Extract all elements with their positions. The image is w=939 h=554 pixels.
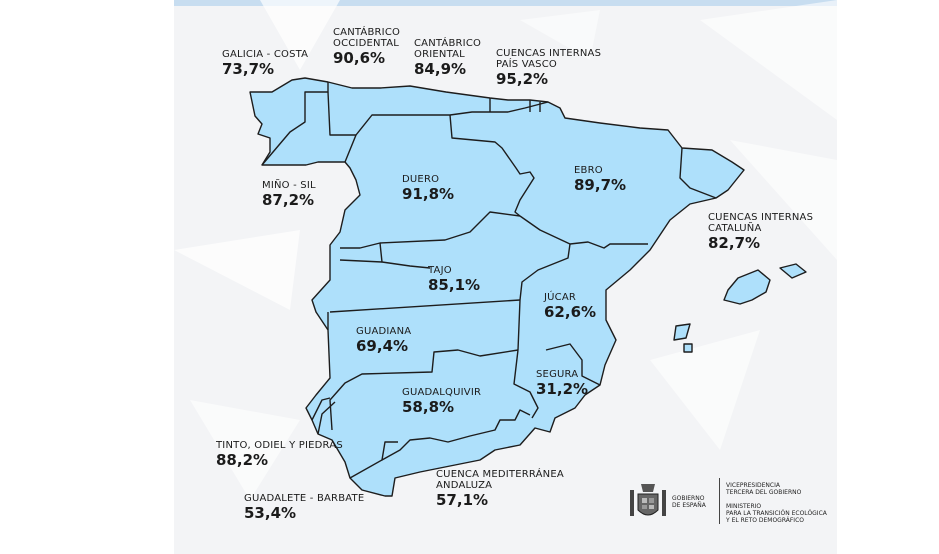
basin-label-pais-vasco: CUENCAS INTERNAS PAÍS VASCO 95,2% [496,48,601,88]
basin-name: CANTÁBRICO ORIENTAL [414,38,482,60]
basin-label-segura: SEGURA 31,2% [536,369,588,398]
basin-value: 88,2% [216,451,269,469]
basin-value: 91,8% [402,185,455,203]
basin-name: CANTÁBRICO OCCIDENTAL [333,27,401,49]
basin-label-mino-sil: MIÑO - SIL 87,2% [262,180,316,209]
basin-label-guadalete-barbate: GUADALETE - BARBATE 53,4% [244,493,364,522]
basin-name: DUERO [402,174,440,185]
basin-name: SEGURA [536,369,579,380]
basin-label-ebro: EBRO 89,7% [574,165,626,194]
basin-value: 89,7% [574,176,627,194]
balearic-ibiza [673,323,691,341]
basin-label-jucar: JÚCAR 62,6% [544,292,596,321]
basin-value: 73,7% [222,60,275,78]
basin-value: 87,2% [262,191,315,209]
basin-label-cantabrico-oriental: CANTÁBRICO ORIENTAL 84,9% [414,38,481,78]
basin-label-guadiana: GUADIANA 69,4% [356,326,411,355]
top-accent-bar [174,0,837,6]
basin-value: 31,2% [536,380,589,398]
basin-name: CUENCAS INTERNAS PAÍS VASCO [496,48,602,70]
basin-name: MIÑO - SIL [262,180,316,191]
basin-name: CUENCAS INTERNAS CATALUÑA [708,212,814,234]
basin-label-guadalquivir: GUADALQUIVIR 58,8% [402,387,481,416]
basin-name: TINTO, ODIEL Y PIEDRAS [216,440,343,451]
basin-name: CUENCA MEDITERRÁNEA ANDALUZA [436,469,564,491]
basin-value: 62,6% [544,303,597,321]
basin-value: 85,1% [428,276,481,294]
logo-gobierno-text: GOBIERNO DE ESPAÑA [672,495,706,509]
basin-label-cantabrico-occidental: CANTÁBRICO OCCIDENTAL 90,6% [333,27,400,67]
government-logo: GOBIERNO DE ESPAÑA VICEPRESIDENCIA TERCE… [628,478,828,526]
basin-value: 95,2% [496,70,549,88]
basin-name: EBRO [574,165,603,176]
balearic-formentera [683,343,693,353]
basin-value: 58,8% [402,398,455,416]
basin-name: GUADALETE - BARBATE [244,493,365,504]
logo-vicepresidencia-text: VICEPRESIDENCIA TERCERA DEL GOBIERNO [726,482,802,496]
basin-value: 84,9% [414,60,467,78]
balearic-mallorca [723,269,771,305]
basin-label-tajo: TAJO 85,1% [428,265,480,294]
basin-value: 82,7% [708,234,761,252]
basin-label-galicia: GALICIA - COSTA 73,7% [222,49,308,78]
basin-name: GUADALQUIVIR [402,387,482,398]
basin-label-duero: DUERO 91,8% [402,174,454,203]
basin-label-mediterranea-andaluza: CUENCA MEDITERRÁNEA ANDALUZA 57,1% [436,469,564,509]
coat-of-arms-icon [630,484,666,516]
basin-name: GALICIA - COSTA [222,49,309,60]
balearic-menorca [779,263,807,279]
basin-value: 53,4% [244,504,297,522]
logo-divider [719,478,720,524]
basin-value: 69,4% [356,337,409,355]
basin-value: 90,6% [333,49,386,67]
mainland-outline [249,77,745,497]
basin-name: JÚCAR [544,292,577,303]
logo-ministerio-text: MINISTERIO PARA LA TRANSICIÓN ECOLÓGICA … [726,503,827,524]
basin-label-tinto-odiel: TINTO, ODIEL Y PIEDRAS 88,2% [216,440,343,469]
basin-label-cataluna: CUENCAS INTERNAS CATALUÑA 82,7% [708,212,813,252]
basin-name: GUADIANA [356,326,412,337]
basin-name: TAJO [428,265,452,276]
basin-value: 57,1% [436,491,489,509]
